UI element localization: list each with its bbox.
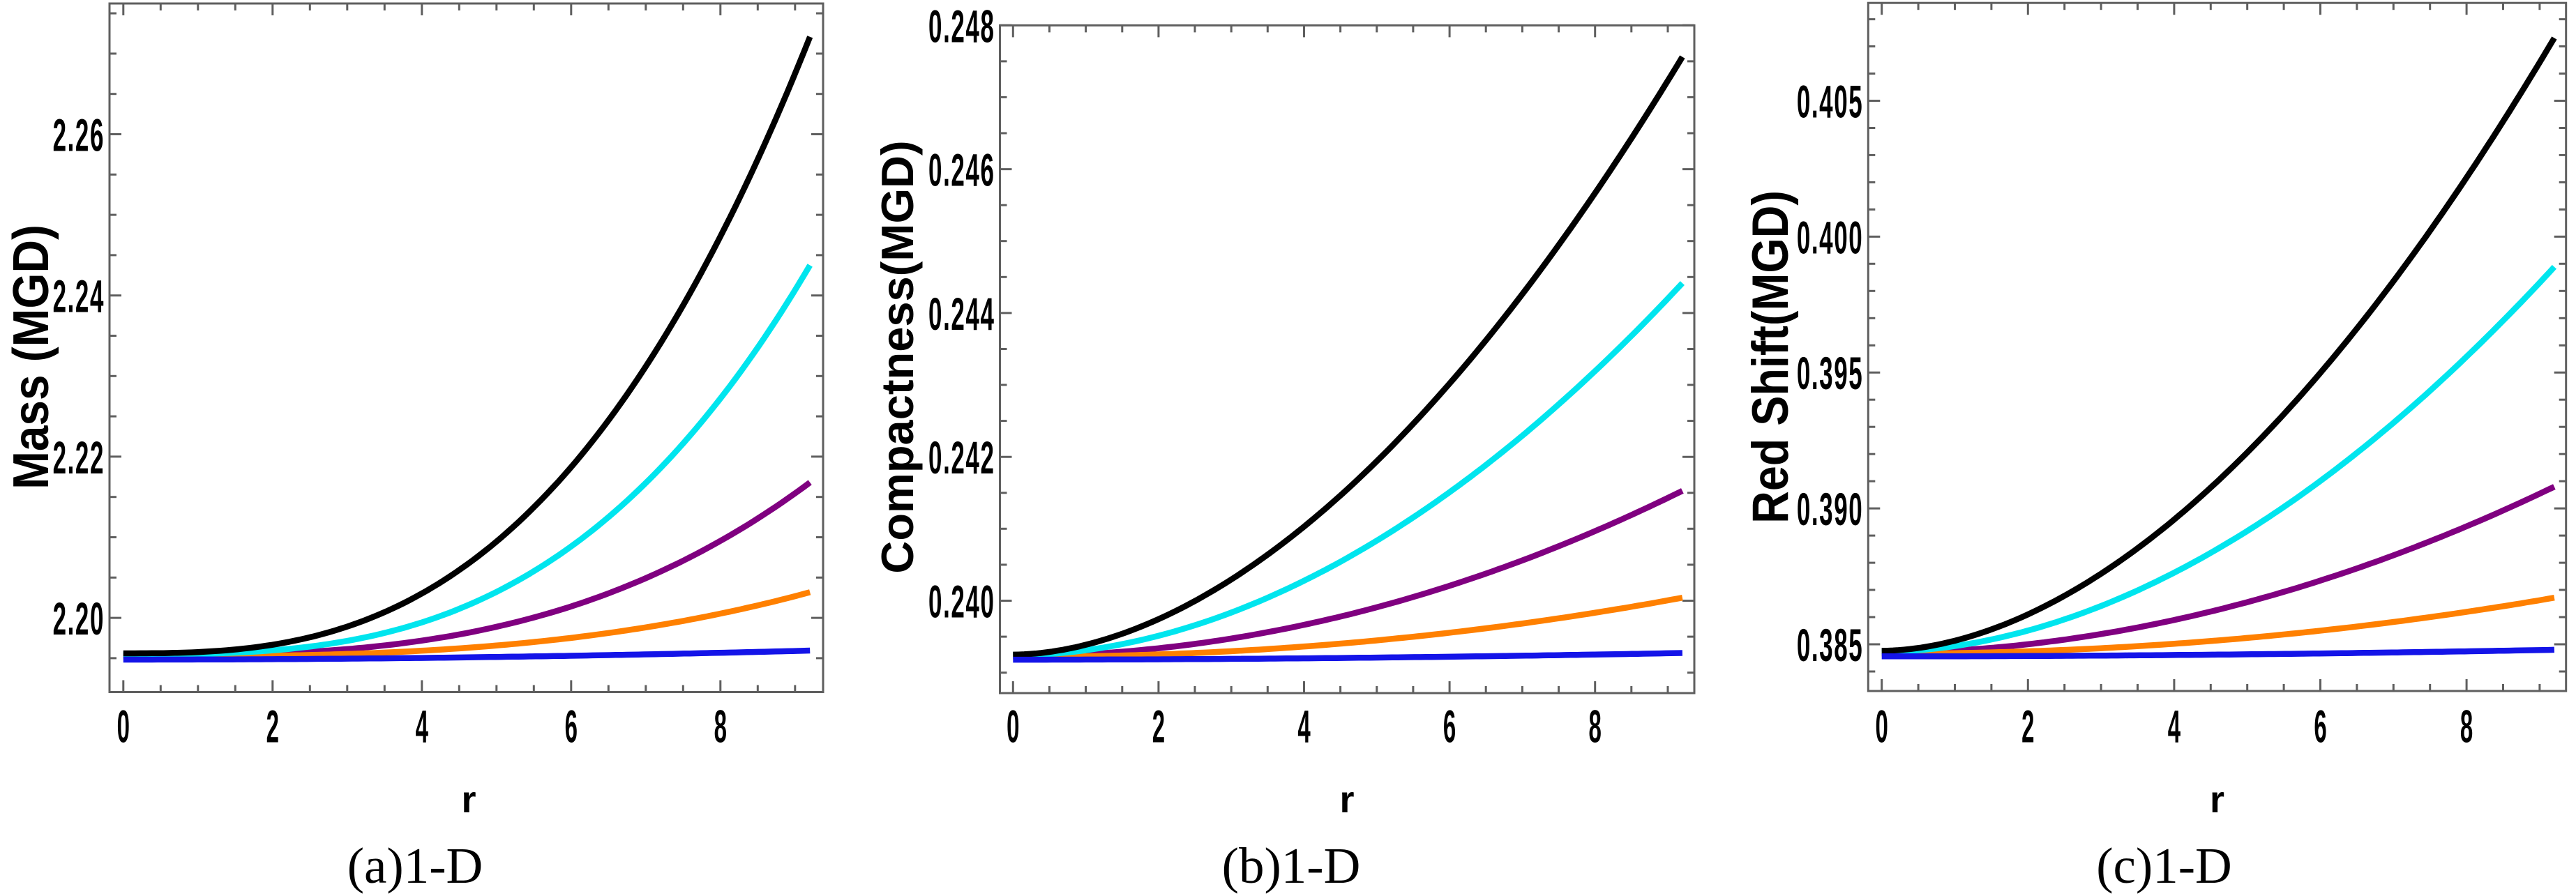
- svg-text:(b)1-D: (b)1-D: [1222, 837, 1361, 894]
- svg-text:2.20: 2.20: [53, 593, 105, 645]
- svg-text:6: 6: [2314, 701, 2326, 752]
- svg-text:4: 4: [2168, 701, 2180, 752]
- svg-text:4: 4: [1297, 701, 1310, 752]
- svg-text:0.390: 0.390: [1797, 484, 1863, 536]
- svg-text:8: 8: [1589, 701, 1602, 752]
- svg-text:2.22: 2.22: [53, 432, 105, 484]
- svg-text:2.24: 2.24: [53, 271, 105, 323]
- svg-text:r: r: [1339, 779, 1354, 821]
- svg-text:0.244: 0.244: [928, 289, 995, 340]
- svg-text:0.405: 0.405: [1797, 77, 1863, 128]
- svg-text:2.26: 2.26: [53, 110, 105, 162]
- svg-text:0: 0: [1876, 701, 1888, 752]
- svg-text:Red Shift(MGD): Red Shift(MGD): [1742, 190, 1799, 524]
- svg-text:r: r: [2210, 779, 2224, 821]
- svg-text:r: r: [461, 779, 476, 821]
- svg-text:(c)1-D: (c)1-D: [2096, 837, 2232, 894]
- svg-text:0.240: 0.240: [928, 577, 995, 628]
- svg-text:8: 8: [2460, 701, 2473, 752]
- svg-text:2: 2: [266, 701, 279, 752]
- svg-text:Compactness(MGD): Compactness(MGD): [872, 140, 923, 573]
- svg-text:0.242: 0.242: [928, 432, 995, 484]
- svg-text:0.400: 0.400: [1797, 213, 1863, 264]
- svg-text:6: 6: [1443, 701, 1456, 752]
- svg-text:4: 4: [416, 701, 428, 752]
- svg-text:0.246: 0.246: [928, 145, 995, 197]
- svg-text:0: 0: [1007, 701, 1019, 752]
- svg-text:2: 2: [1152, 701, 1165, 752]
- svg-text:2: 2: [2021, 701, 2034, 752]
- svg-text:0.395: 0.395: [1797, 348, 1863, 400]
- svg-text:6: 6: [565, 701, 578, 752]
- svg-text:0.385: 0.385: [1797, 620, 1863, 671]
- svg-text:0.248: 0.248: [928, 1, 995, 53]
- svg-text:(a)1-D: (a)1-D: [347, 837, 483, 894]
- svg-text:Mass (MGD): Mass (MGD): [3, 225, 59, 489]
- svg-text:8: 8: [714, 701, 727, 752]
- svg-text:0: 0: [117, 701, 130, 752]
